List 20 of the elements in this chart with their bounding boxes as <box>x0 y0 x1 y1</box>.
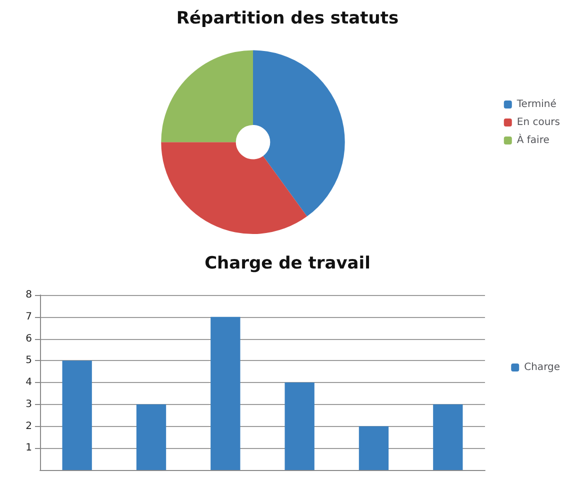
y-tick-label: 5 <box>26 355 32 366</box>
bar <box>358 426 389 470</box>
bar <box>433 404 463 470</box>
legend-label: Terminé <box>516 99 556 110</box>
y-tick-label: 7 <box>26 311 32 322</box>
chart-title: Répartition des statuts <box>176 8 399 28</box>
legend-label: À faire <box>516 133 550 146</box>
y-tick-label: 1 <box>26 442 32 454</box>
chart-title: Charge de travail <box>204 254 370 274</box>
y-tick-label: 8 <box>26 290 32 300</box>
y-tick-label: 4 <box>26 377 32 388</box>
legend-label: Charge <box>524 362 560 373</box>
y-tick-label: 6 <box>26 333 32 344</box>
y-tick-label: 3 <box>26 398 32 410</box>
legend-label: En cours <box>516 117 560 128</box>
bar <box>210 316 240 470</box>
bar <box>284 382 314 470</box>
bar <box>136 404 166 470</box>
y-tick-label: 2 <box>26 420 32 432</box>
bar <box>62 360 92 470</box>
